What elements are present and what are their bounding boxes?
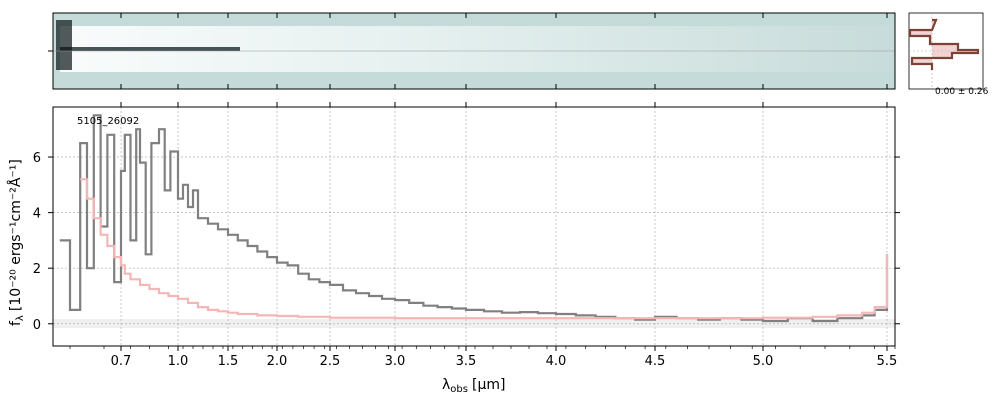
object-id-label: 5105_26092: [77, 116, 139, 127]
x-tick-label: 3.5: [456, 354, 477, 369]
y-axis-label-unit: [10⁻²⁰ ergs⁻¹cm⁻²Å⁻¹]: [7, 159, 24, 311]
x-axis-label-sub: obs: [450, 384, 468, 395]
y-axis-label-main: f: [8, 320, 24, 326]
series-line: [59, 114, 889, 323]
spectrum-2d-noisy-edge: [56, 20, 72, 70]
y-axis-label-sub: λ: [15, 315, 26, 321]
y-tick-label: 0: [33, 318, 41, 333]
profile-line: [908, 18, 980, 70]
top-axis-ticks: [120, 13, 888, 107]
x-tick-label: 4.0: [546, 354, 567, 369]
y-tick-label: 4: [33, 207, 41, 222]
spectrum-2d-panel: [52, 12, 896, 90]
y-tick-label: 6: [33, 151, 41, 166]
x-axis-label-main: λ: [442, 377, 450, 393]
profile-stat-label: 0.00 ± 0.26: [935, 87, 989, 97]
x-axis-label-unit: [μm]: [472, 377, 505, 393]
x-tick-label: 0.7: [111, 354, 132, 369]
x-axis-ticks: 0.7 1.0 1.5 2.0 2.5 3.0 3.5 4.0 4.5 5.0 5.5: [69, 346, 898, 369]
series-line: [80, 178, 889, 320]
profile-panel: 0.00 ± 0.26: [908, 12, 989, 97]
plot-frame: [52, 106, 896, 347]
x-tick-label: 2.0: [267, 354, 288, 369]
main-plot: 0.7 1.0 1.5 2.0 2.5 3.0 3.5 4.0 4.5 5.0 5.5 0 2 4 6 5…: [7, 13, 900, 395]
gridlines: [53, 107, 895, 346]
y-axis-ticks: 0 2 4 6: [33, 50, 900, 333]
x-tick-label: 3.0: [385, 354, 406, 369]
x-axis-label: λobs [μm]: [442, 377, 505, 395]
x-tick-label: 2.5: [320, 354, 341, 369]
y-tick-label: 2: [33, 262, 41, 277]
plot-area: [53, 107, 895, 346]
x-tick-label: 5.0: [753, 354, 774, 369]
x-tick-label: 5.5: [877, 354, 898, 369]
x-tick-label: 1.5: [218, 354, 239, 369]
y-axis-label: fλ [10⁻²⁰ ergs⁻¹cm⁻²Å⁻¹]: [7, 159, 26, 326]
x-tick-label: 1.0: [168, 354, 189, 369]
spectrum-2d-dark-trace: [60, 47, 240, 51]
series-layer: [59, 114, 889, 323]
x-tick-label: 4.5: [645, 354, 666, 369]
